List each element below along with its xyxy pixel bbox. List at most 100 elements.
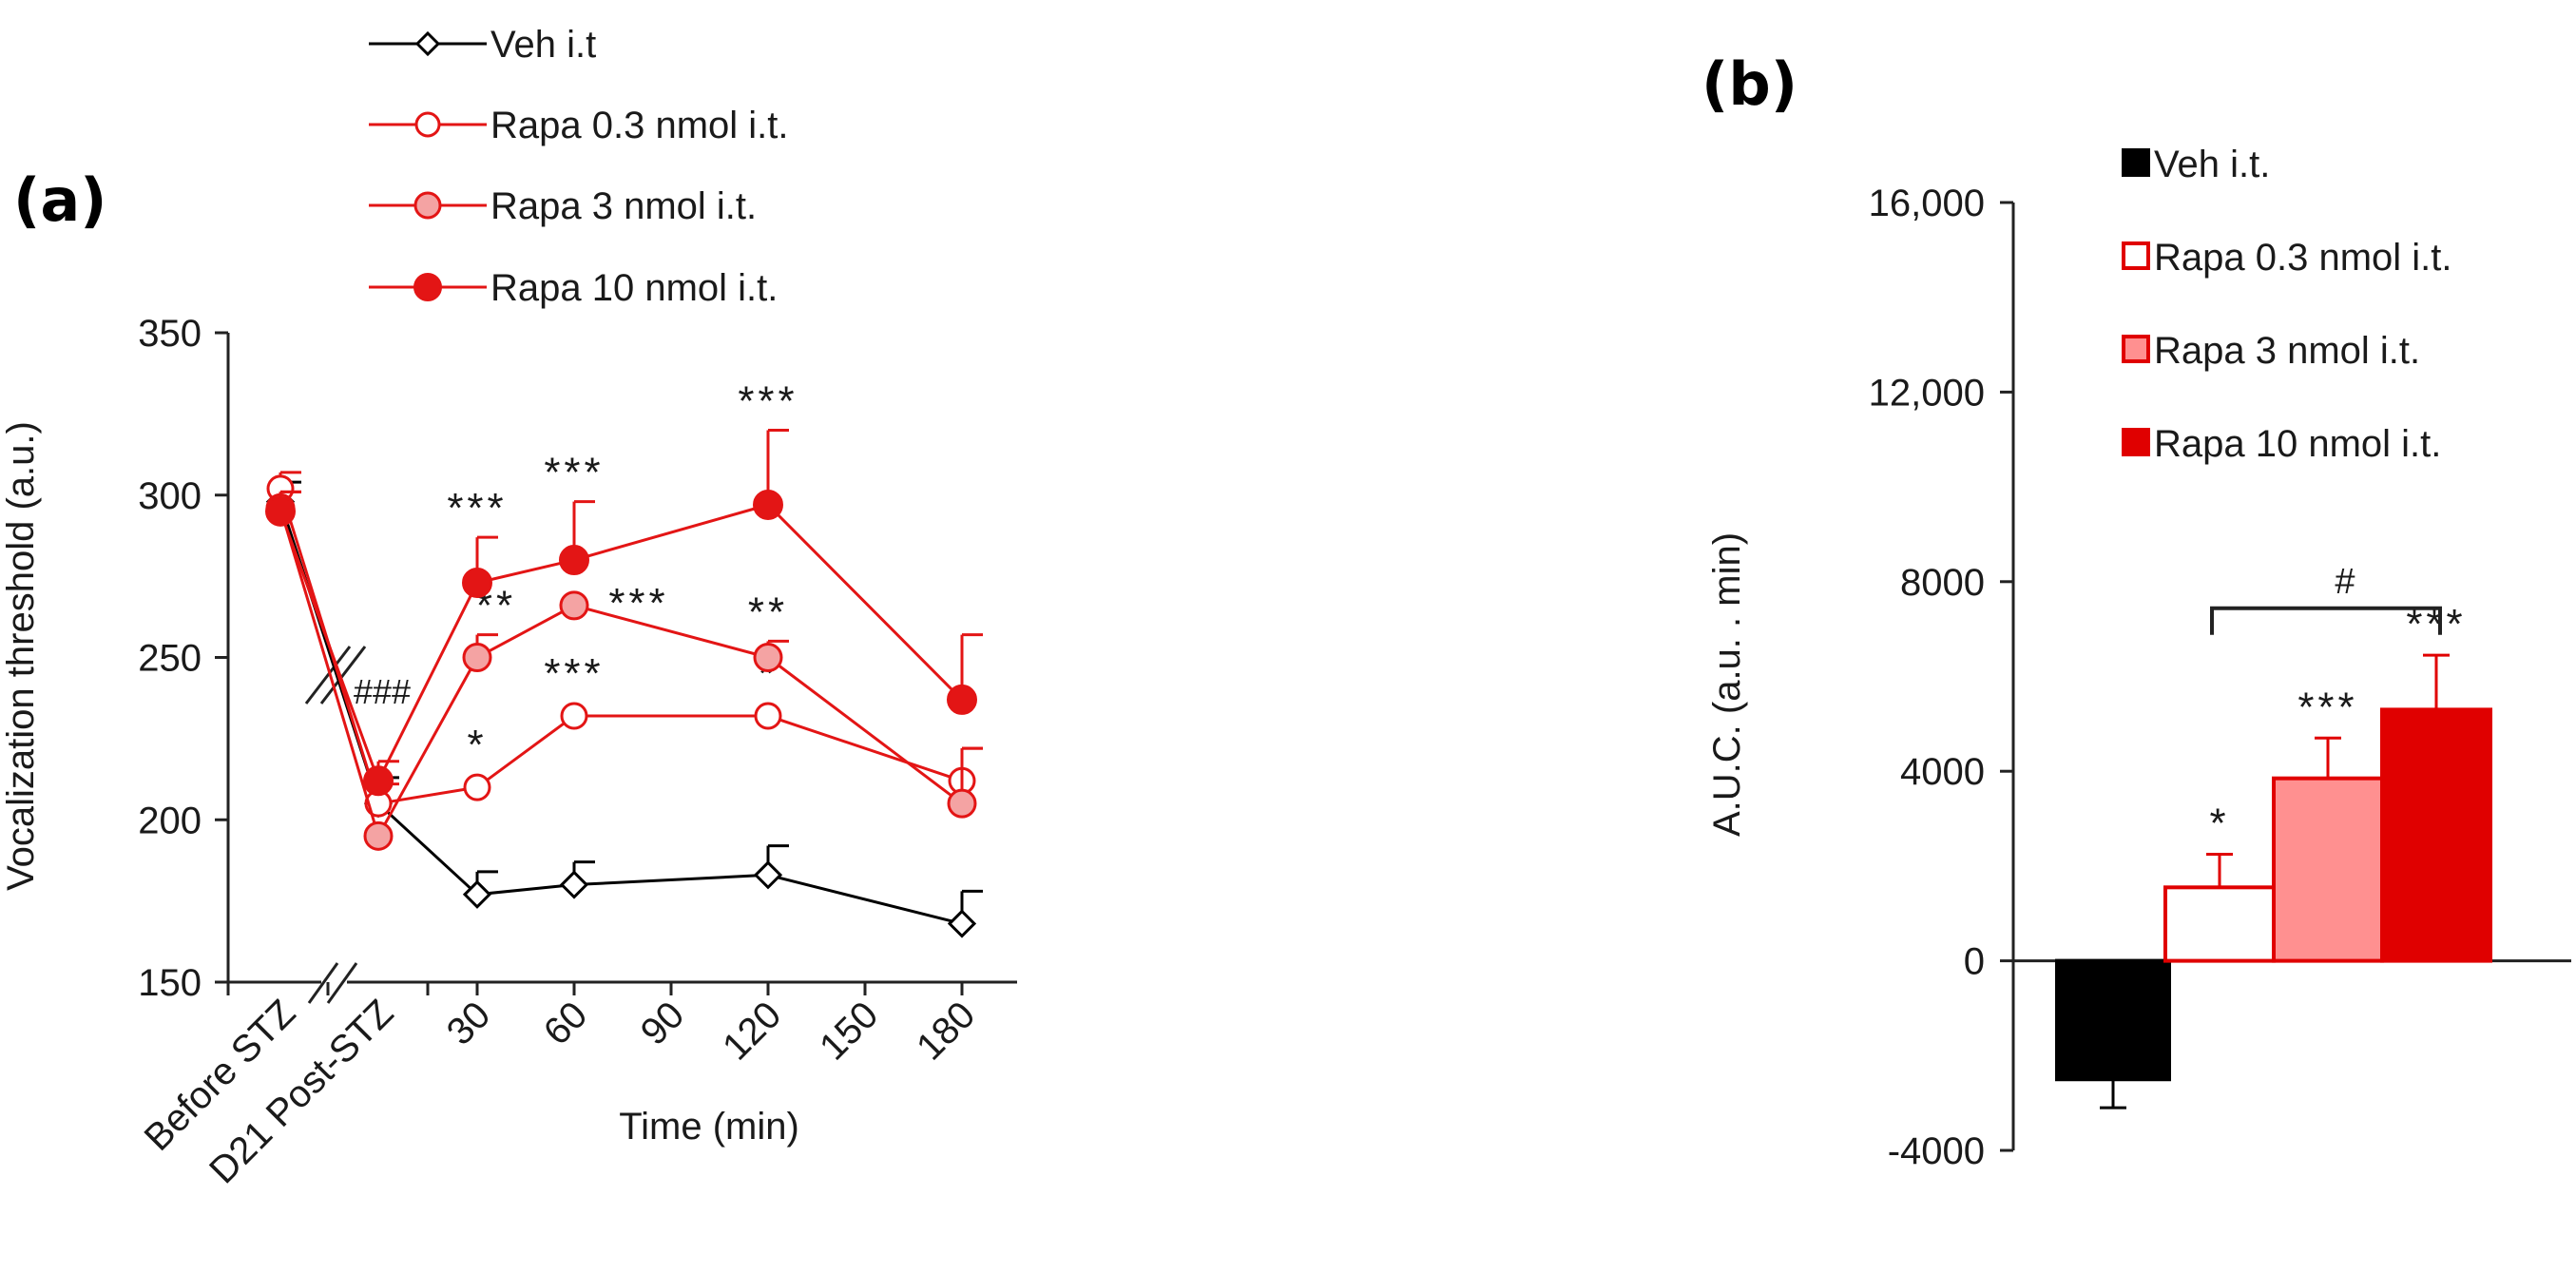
panel-a-legend-label: Rapa 0.3 nmol i.t. [490, 105, 789, 146]
panel-a-series-line [766, 503, 964, 701]
panel-b-bar-veh [2055, 958, 2171, 1082]
panel-a-line-chart: (a) Veh i.t Rapa 0.3 nmol i.t. Rapa 3 nmol… [0, 24, 1017, 1192]
panel-a-x-time-label: 150 [812, 994, 886, 1068]
panel-a-marker-filled-circle [559, 545, 589, 576]
panel-a-significance-label: ** [748, 589, 788, 635]
panel-b-legend-label: Rapa 3 nmol i.t. [2154, 330, 2420, 372]
panel-a-x-time-label: 90 [633, 994, 693, 1053]
panel-a-data-break-mark [319, 646, 367, 705]
panel-a-x-time-label: 180 [909, 994, 983, 1068]
panel-a-marker-pink-circle [753, 643, 783, 672]
panel-b-significance-label: * [2209, 800, 2229, 846]
panel-a-series-line [573, 503, 769, 562]
panel-b-bar-rapa-3 [2380, 707, 2492, 963]
panel-b-y-axis-label: A.U.C. (a.u. . min) [1706, 532, 1748, 837]
panel-a-significance-label: * [467, 722, 487, 768]
panel-a-series: **** *** *** *********** [265, 377, 983, 938]
panel-a-significance-label: *** [544, 450, 604, 496]
panel-b-y-tick-label: 4000 [1900, 751, 1985, 793]
panel-a-label: (a) [13, 165, 107, 235]
panel-a-marker-diamond [462, 879, 492, 909]
panel-b-legend-label: Rapa 0.3 nmol i.t. [2154, 237, 2452, 279]
panel-a-x-time-label: 60 [536, 994, 596, 1053]
panel-b-bar-rapa-2 [2272, 776, 2384, 963]
panel-a-axis-break-mark [307, 962, 339, 1004]
panel-a-y-tick-label: 250 [138, 638, 202, 680]
panel-b-y-ticks: -4000 0 4000 8000 12,000 16,000 [1869, 183, 2013, 1172]
panel-a-significance-label: *** [738, 377, 798, 424]
panel-a-marker-filled-circle [947, 684, 977, 715]
panel-a-series-line [767, 656, 963, 805]
panel-b-bars: ******* [2055, 601, 2492, 1110]
panel-a-significance-label: *** [544, 650, 604, 697]
panel-a-marker-diamond [753, 860, 783, 890]
panel-a-series-line [376, 582, 479, 782]
panel-a-x-time-label: 30 [439, 994, 499, 1053]
panel-b-bar-rapa-1 [2163, 885, 2276, 963]
panel-a-series-line [476, 883, 575, 897]
panel-b-legend-swatch [2122, 241, 2150, 270]
panel-a-marker-filled-circle [462, 567, 492, 598]
panel-b-bar-chart: (b) -4000 0 4000 8000 12,000 16,000 A.U.C. (a… [1701, 49, 2571, 1172]
panel-a-marker-filled-circle [363, 765, 394, 797]
panel-a-marker-open-circle [754, 702, 782, 730]
panel-a-marker-filled-circle [753, 489, 783, 520]
panel-a-marker-pink-circle [363, 820, 394, 851]
panel-a-y-tick-label: 300 [138, 475, 202, 517]
panel-a-series-line [476, 714, 575, 789]
panel-a-marker-filled-circle [265, 495, 296, 527]
panel-a-marker-open-circle [560, 702, 588, 730]
panel-a-hash-annotation: ### [354, 672, 411, 711]
panel-a-data-break-mark [304, 646, 352, 705]
panel-a-legend: Veh i.t Rapa 0.3 nmol i.t. Rapa 3 nmol i.t… [369, 24, 789, 309]
panel-b-y-tick-label: 16,000 [1869, 183, 1985, 224]
panel-b-legend-swatch [2122, 428, 2150, 456]
panel-a-marker-open-circle [463, 773, 491, 801]
panel-a-y-tick-label: 200 [138, 800, 202, 841]
panel-a-y-tick-label: 150 [138, 962, 202, 1004]
panel-b-comparison-bracket: # [2210, 562, 2442, 635]
panel-b-y-tick-label: 8000 [1900, 562, 1985, 604]
panel-b-legend-swatch [2122, 148, 2150, 177]
panel-b-y-tick-label: -4000 [1888, 1130, 1985, 1172]
panel-a-significance-label: *** [447, 485, 507, 531]
panel-a-legend-open-circle-icon [414, 111, 441, 138]
panel-a-series-line [767, 873, 963, 925]
panel-a-legend-filled-circle-icon [413, 273, 442, 301]
panel-a-y-tick-label: 350 [138, 313, 202, 355]
panel-a-series-rapa-1: **** * [266, 471, 983, 818]
panel-a-series-line [377, 785, 478, 805]
panel-a-y-axis-label: Vocalization threshold (a.u.) [0, 421, 42, 891]
panel-b-legend: Veh i.t. Rapa 0.3 nmol i.t. Rapa 3 nmol i.… [2122, 144, 2452, 465]
panel-a-series-line [476, 558, 575, 585]
panel-b-legend-swatch [2122, 335, 2150, 363]
panel-a-marker-diamond [947, 909, 977, 938]
panel-a-legend-label: Rapa 10 nmol i.t. [490, 267, 778, 309]
panel-a-series-line [573, 873, 769, 887]
panel-a-marker-pink-circle [559, 590, 589, 621]
panel-a-series-line [573, 604, 769, 659]
panel-a-x-axis-label: Time (min) [619, 1106, 799, 1148]
panel-a-series-line [767, 714, 963, 782]
panel-b-label: (b) [1701, 49, 1797, 119]
panel-b-y-tick-label: 12,000 [1869, 372, 1985, 414]
panel-b-legend-label: Rapa 10 nmol i.t. [2154, 423, 2441, 465]
panel-a-marker-pink-circle [947, 788, 977, 819]
panel-a-series-line [476, 604, 575, 659]
panel-a-legend-pink-circle-icon [413, 191, 442, 220]
panel-b-significance-label: *** [2297, 684, 2357, 730]
panel-a-series-line [279, 507, 380, 837]
panel-a-x-time-label: 120 [715, 994, 789, 1068]
panel-b-legend-label: Veh i.t. [2154, 144, 2270, 185]
panel-a-legend-label: Rapa 3 nmol i.t. [490, 185, 757, 227]
panel-a-series-line [279, 511, 380, 782]
panel-b-y-tick-label: 0 [1964, 941, 1985, 983]
panel-a-series-line [376, 656, 479, 838]
panel-b-bracket-line [2210, 606, 2442, 635]
panel-a-series-line [376, 802, 479, 896]
panel-a-marker-pink-circle [462, 643, 492, 672]
panel-a-significance-label: *** [608, 580, 668, 627]
